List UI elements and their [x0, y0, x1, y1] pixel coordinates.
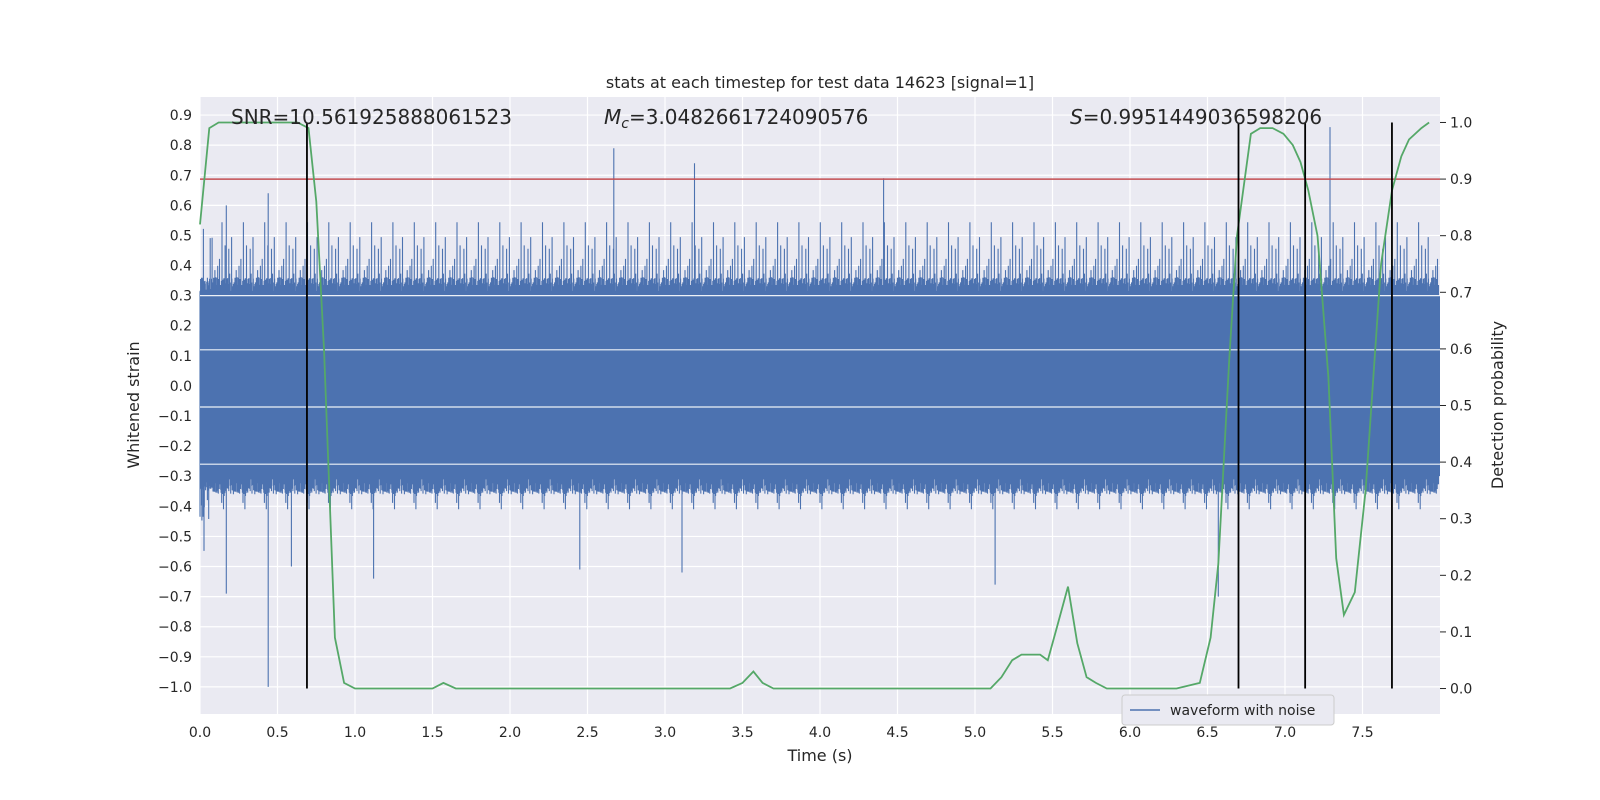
series-waveform-with-noise: [199, 127, 1440, 687]
y-left-tick-label: −0.3: [158, 469, 192, 485]
s-symbol: S: [1070, 105, 1083, 129]
y-left-tick-label: 0.8: [170, 138, 192, 154]
x-axis-label: Time (s): [786, 746, 852, 765]
mc-value: =3.0482661724090576: [629, 105, 868, 129]
legend-box: [1121, 694, 1335, 726]
axis-ticks: 0.0 0.5 1.0 1.5 2.0 2.5 3.0 3.5 4.0 4.5 5.0 5.5 6.0 6…: [158, 108, 1472, 741]
y-left-tick-label: −0.9: [158, 650, 192, 666]
y-right-tick-label: 1.0: [1450, 115, 1472, 131]
mc-subscript: c: [621, 116, 629, 132]
x-tick-label: 6.0: [1119, 725, 1141, 741]
legend: waveform with noise: [1121, 694, 1335, 726]
y-right-tick-label: 0.6: [1450, 342, 1472, 358]
x-tick-label: 1.5: [421, 725, 443, 741]
y-axis-label-right: Detection probability: [1488, 321, 1507, 489]
y-left-tick-label: −0.8: [158, 620, 192, 636]
y-left-tick-label: 0.0: [170, 379, 192, 395]
y-left-tick-label: 0.7: [170, 168, 192, 184]
x-tick-label: 7.5: [1351, 725, 1373, 741]
x-tick-label: 0.5: [266, 725, 288, 741]
y-left-tick-label: 0.3: [170, 289, 192, 305]
mc-symbol: M: [604, 105, 621, 129]
x-tick-label: 2.0: [499, 725, 521, 741]
y-left-tick-label: −1.0: [158, 680, 192, 696]
y-right-tick-label: 0.3: [1450, 512, 1472, 528]
y-right-tick-label: 0.8: [1450, 229, 1472, 245]
probability-line: [199, 121, 1430, 690]
y-left-tick-label: 0.1: [170, 349, 192, 365]
x-tick-label: 5.5: [1041, 725, 1063, 741]
y-right-tick-label: 0.2: [1450, 568, 1472, 584]
score-annotation: S=0.9951449036598206: [1070, 105, 1322, 129]
y-right-tick-label: 0.5: [1450, 399, 1472, 415]
x-tick-label: 6.5: [1196, 725, 1218, 741]
x-tick-label: 1.0: [344, 725, 366, 741]
y-left-tick-label: −0.1: [158, 409, 192, 425]
s-value: =0.9951449036598206: [1083, 105, 1322, 129]
y-left-tick-label: −0.4: [158, 499, 192, 515]
y-right-tick-label: 0.1: [1450, 625, 1472, 641]
y-right-tick-label: 0.7: [1450, 285, 1472, 301]
y-left-tick-label: 0.2: [170, 319, 192, 335]
x-tick-label: 4.5: [886, 725, 908, 741]
y-left-tick-label: 0.6: [170, 198, 192, 214]
series-detection-probability: [199, 121, 1430, 690]
chart-title: stats at each timestep for test data 146…: [606, 73, 1034, 92]
x-tick-label: 7.0: [1274, 725, 1296, 741]
x-tick-label: 3.0: [654, 725, 676, 741]
snr-annotation: SNR=10.561925888061523: [231, 105, 512, 129]
x-tick-label: 2.5: [576, 725, 598, 741]
chirp-mass-annotation: Mc=3.0482661724090576: [604, 105, 868, 132]
x-tick-label: 0.0: [189, 725, 211, 741]
y-left-tick-label: 0.4: [170, 259, 192, 275]
y-left-tick-label: −0.2: [158, 439, 192, 455]
y-right-tick-label: 0.9: [1450, 172, 1472, 188]
x-tick-label: 5.0: [964, 725, 986, 741]
y-right-tick-label: 0.4: [1450, 455, 1472, 471]
y-left-tick-label: 0.5: [170, 228, 192, 244]
x-tick-label: 4.0: [809, 725, 831, 741]
y-axis-label-left: Whitened strain: [124, 341, 143, 468]
y-right-tick-label: 0.0: [1450, 682, 1472, 698]
x-tick-label: 3.5: [731, 725, 753, 741]
legend-label: waveform with noise: [1170, 703, 1315, 719]
y-left-tick-label: −0.7: [158, 590, 192, 606]
y-left-tick-label: −0.5: [158, 529, 192, 545]
y-left-tick-label: 0.9: [170, 108, 192, 124]
vertical-markers: [306, 122, 1393, 689]
y-left-tick-label: −0.6: [158, 560, 192, 576]
